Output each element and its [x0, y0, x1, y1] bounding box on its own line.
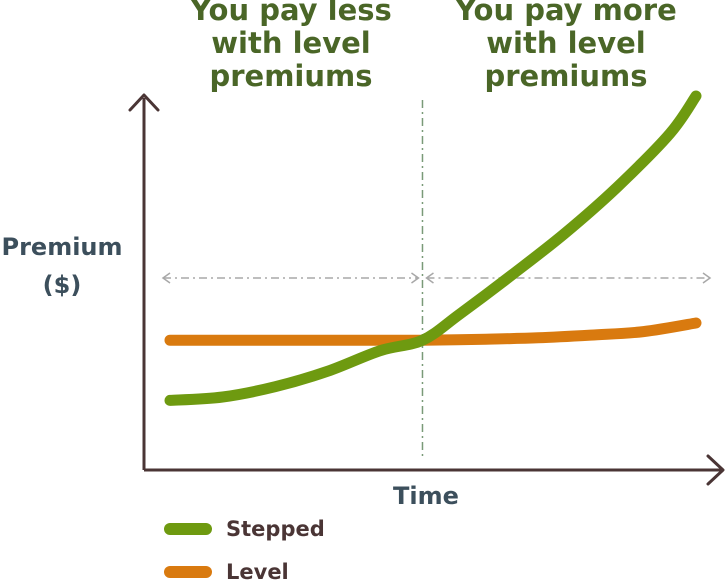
legend-item-stepped: Stepped: [164, 514, 325, 544]
legend-swatch-level: [164, 566, 212, 578]
legend-swatch-stepped: [164, 523, 212, 535]
annotation-pay-less-line-1: You pay less: [190, 0, 392, 27]
legend-label-level: Level: [226, 560, 289, 584]
pay-more-span-arrow-head-right: [702, 272, 712, 284]
y-axis-arrowhead: [128, 93, 160, 112]
y-axis-label-line-2: ($): [42, 271, 82, 299]
x-axis-arrowhead: [706, 454, 725, 486]
annotation-pay-less: You pay less with level premiums: [176, 0, 406, 93]
pay-more-span-arrow-head-left: [425, 272, 434, 284]
y-axis-label: Premium ($): [0, 228, 124, 304]
legend-label-stepped: Stepped: [226, 517, 325, 541]
annotation-pay-more-line-1: You pay more: [455, 0, 677, 27]
annotation-pay-more-line-3: premiums: [484, 59, 648, 93]
annotation-pay-less-line-3: premiums: [209, 59, 373, 93]
pay-less-span-arrow-head-right: [411, 272, 420, 284]
series-line-stepped: [164, 90, 702, 406]
y-axis-label-line-1: Premium: [1, 233, 123, 261]
annotation-pay-less-line-2: with level: [211, 26, 371, 60]
pay-less-span-arrow-head-left: [161, 272, 171, 284]
x-axis-label-text: Time: [393, 482, 459, 510]
series: [164, 90, 702, 406]
x-axis-label: Time: [370, 477, 482, 515]
guides: [161, 100, 712, 458]
legend-item-level: Level: [164, 557, 289, 587]
annotation-pay-more: You pay more with level premiums: [448, 0, 684, 93]
axes: [128, 93, 725, 486]
annotation-pay-more-line-2: with level: [486, 26, 646, 60]
